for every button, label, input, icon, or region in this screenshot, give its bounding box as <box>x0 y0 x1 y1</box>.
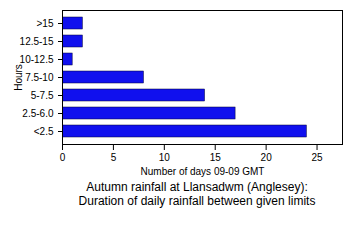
svg-text:7.5-10: 7.5-10 <box>25 72 54 83</box>
svg-text:0: 0 <box>60 152 66 163</box>
svg-text:<2.5: <2.5 <box>34 126 54 137</box>
svg-text:5-7.5: 5-7.5 <box>31 90 54 101</box>
svg-text:Hours: Hours <box>13 64 24 91</box>
svg-text:2.5-6.0: 2.5-6.0 <box>22 108 54 119</box>
svg-text:10-12.5: 10-12.5 <box>20 54 54 65</box>
svg-text:>15: >15 <box>37 18 54 29</box>
svg-text:12.5-15: 12.5-15 <box>20 36 54 47</box>
svg-text:25: 25 <box>311 152 323 163</box>
svg-text:15: 15 <box>210 152 222 163</box>
svg-text:5: 5 <box>111 152 117 163</box>
html-text:Duration of daily rainfall bet: Duration of daily rainfall between given… <box>78 194 316 208</box>
svg-text:10: 10 <box>159 152 171 163</box>
html-text:Autumn rainfall at Llansadwm (: Autumn rainfall at Llansadwm (Anglesey): <box>86 180 308 194</box>
svg-text:20: 20 <box>261 152 273 163</box>
svg-text:Number of days 09-09 GMT: Number of days 09-09 GMT <box>141 166 265 177</box>
